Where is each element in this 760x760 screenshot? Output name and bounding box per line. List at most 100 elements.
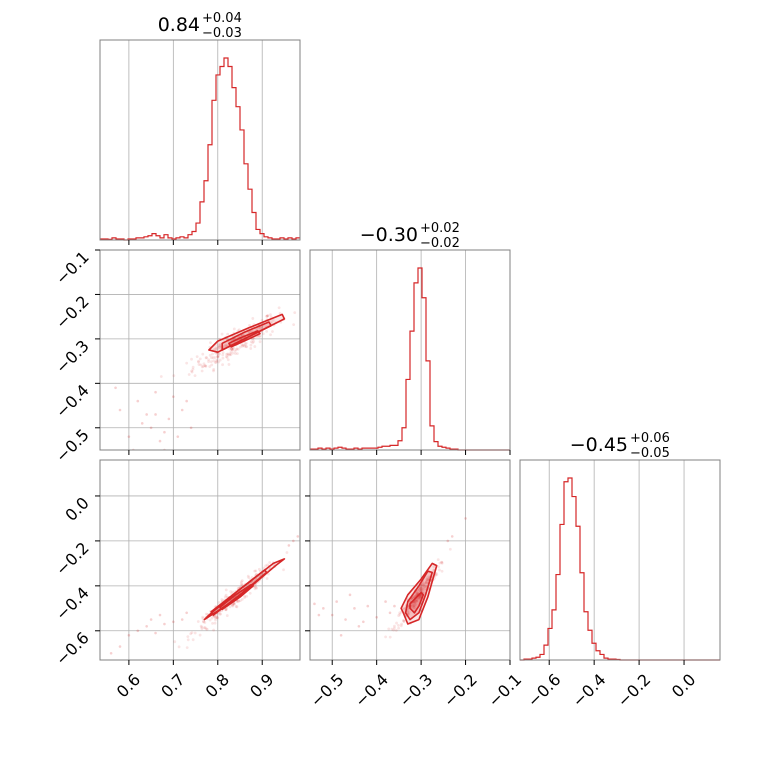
sample-point (418, 587, 422, 590)
sample-point (213, 356, 217, 359)
sample-point (211, 621, 214, 625)
sample-point (231, 604, 235, 608)
sample-point (425, 581, 428, 585)
sample-point (173, 640, 177, 644)
sample-point (271, 330, 274, 333)
outlier-point (145, 413, 148, 416)
sample-point (266, 314, 270, 318)
sample-point (277, 306, 281, 310)
sample-point (215, 616, 219, 620)
sample-point (201, 352, 205, 356)
sample-point (200, 365, 204, 369)
outlier-point (189, 426, 193, 430)
sample-point (209, 341, 212, 345)
sample-point (417, 597, 421, 600)
sample-point (258, 335, 261, 339)
sample-point (227, 363, 231, 366)
sample-point (213, 616, 217, 620)
panel-frame (99, 459, 301, 661)
outlier-point (393, 604, 396, 608)
sample-point (448, 547, 452, 551)
sample-point (437, 565, 440, 569)
sample-point (393, 624, 396, 628)
outlier-point (296, 535, 300, 538)
sample-point (216, 616, 219, 620)
sample-point (190, 357, 193, 361)
x-tick-label: 0.7 (157, 670, 188, 701)
sample-point (217, 344, 221, 347)
sample-point (231, 603, 234, 607)
x-tick-label: 0.8 (202, 670, 233, 701)
sample-point (247, 576, 251, 580)
sample-point (202, 619, 205, 623)
contour-level (228, 330, 261, 348)
sample-point (438, 561, 442, 565)
sample-point (190, 369, 194, 373)
sample-point (212, 369, 215, 373)
sample-point (285, 551, 289, 554)
title-1-upper: +0.04 (202, 11, 242, 26)
sample-point (198, 357, 202, 361)
sample-point (190, 631, 194, 635)
panel-frame (519, 459, 721, 661)
sample-point (216, 355, 219, 358)
sample-point (398, 611, 402, 615)
sample-point (218, 344, 222, 347)
sample-point (412, 595, 416, 599)
sample-point (232, 327, 236, 331)
sample-point (228, 347, 231, 351)
sample-point (418, 587, 422, 590)
sample-point (235, 605, 239, 609)
sample-point (218, 352, 221, 356)
sample-point (201, 615, 205, 619)
outlier-point (163, 430, 166, 434)
sample-point (203, 364, 207, 368)
sample-point (223, 595, 227, 599)
sample-points (114, 306, 297, 450)
sample-point (269, 333, 272, 337)
sample-point (417, 597, 421, 600)
outlier-point (446, 539, 450, 543)
title-3-upper: +0.06 (630, 431, 670, 446)
sample-point (228, 353, 232, 357)
sample-point (159, 375, 163, 378)
sample-point (215, 359, 219, 363)
sample-point (420, 588, 424, 592)
sample-point (197, 360, 200, 364)
sample-point (199, 624, 203, 628)
outlier-point (127, 435, 131, 438)
title-param-3: −0.45 +0.06 −0.05 (570, 431, 670, 461)
sample-point (436, 558, 440, 561)
sample-point (427, 575, 431, 579)
y-tick-label: −0.4 (52, 583, 93, 624)
histogram-steps (520, 477, 720, 661)
sample-point (418, 595, 422, 599)
sample-point (421, 587, 425, 591)
sample-point (239, 582, 243, 586)
sample-point (426, 579, 429, 582)
sample-point (218, 342, 222, 346)
outlier-point (167, 417, 171, 421)
sample-point (234, 348, 238, 351)
sample-point (203, 621, 207, 624)
sample-point (248, 591, 252, 595)
y-tick-label: −0.2 (52, 292, 93, 333)
sample-point (215, 616, 219, 619)
sample-point (224, 593, 228, 597)
sample-point (205, 627, 209, 631)
sample-point (217, 345, 221, 349)
sample-point (189, 632, 193, 636)
sample-point (244, 345, 248, 348)
sample-point (415, 591, 418, 594)
outlier-point (136, 399, 140, 403)
sample-point (191, 365, 195, 369)
sample-point (240, 583, 244, 587)
title-2-upper: +0.02 (420, 221, 460, 236)
sample-point (243, 594, 247, 598)
sample-point (185, 646, 189, 650)
joint-panel-1-2: −0.5−0.4−0.3−0.2−0.1 (52, 247, 301, 466)
sample-point (416, 591, 420, 595)
sample-point (186, 638, 190, 642)
sample-point (265, 314, 269, 318)
sample-point (440, 569, 444, 573)
